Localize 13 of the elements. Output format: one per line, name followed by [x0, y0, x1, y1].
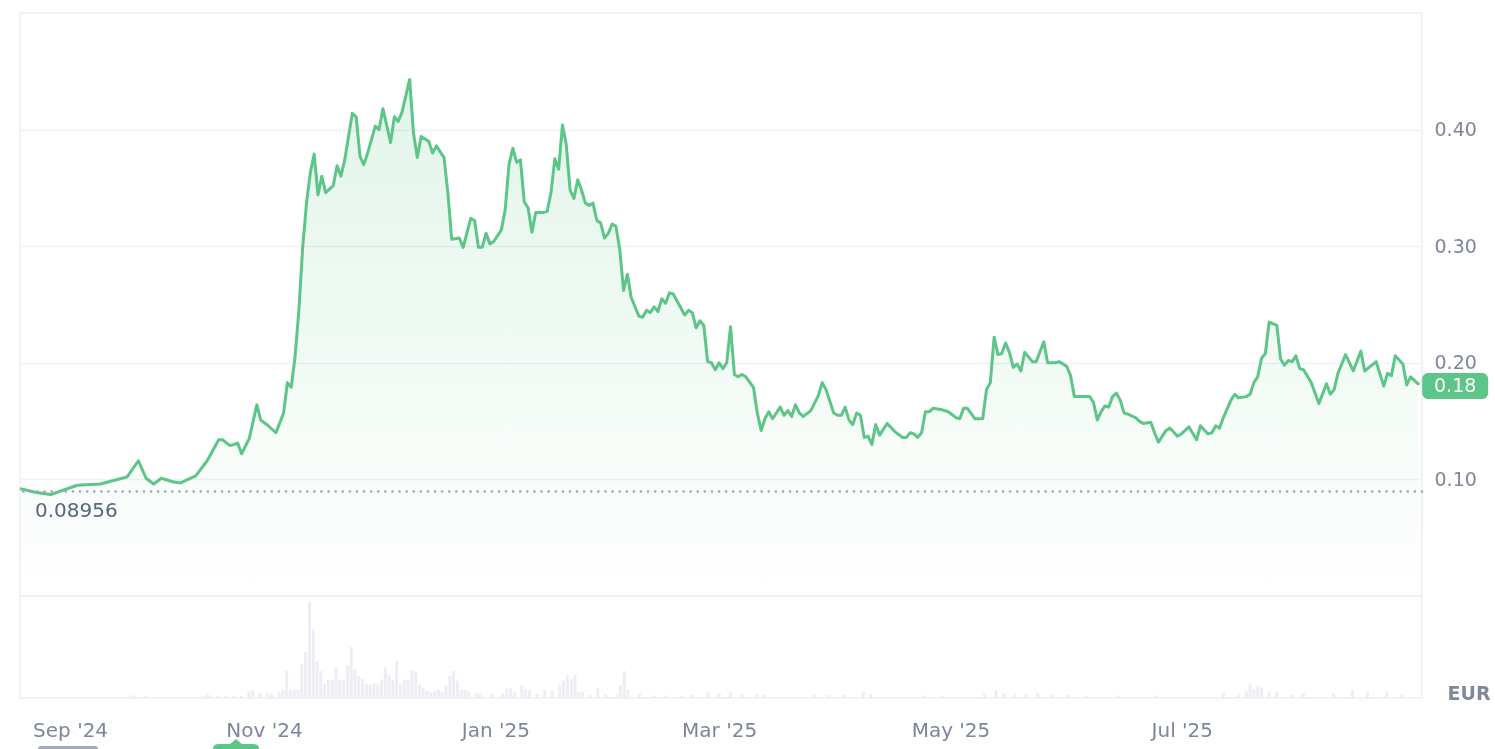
- annotation: 0.18: [1434, 374, 1477, 397]
- y-tick-label: 0.30: [1434, 234, 1477, 257]
- y-tick-label: 0.10: [1434, 467, 1477, 490]
- ref-line-label: 0.08956: [35, 497, 118, 522]
- y-tick-label: 0.20: [1434, 351, 1477, 374]
- x-tick-label: Nov '24: [226, 717, 303, 742]
- x-tick-label: Mar '25: [682, 717, 758, 742]
- y-tick-label: 0.40: [1434, 118, 1477, 141]
- x-tick-label: Jul '25: [1149, 717, 1214, 742]
- x-tick-label: Sep '24: [33, 717, 109, 742]
- x-tick-label: Jan '25: [459, 717, 530, 742]
- x-tick-label: May '25: [911, 717, 991, 742]
- y-axis-title: EUR: [1447, 681, 1491, 704]
